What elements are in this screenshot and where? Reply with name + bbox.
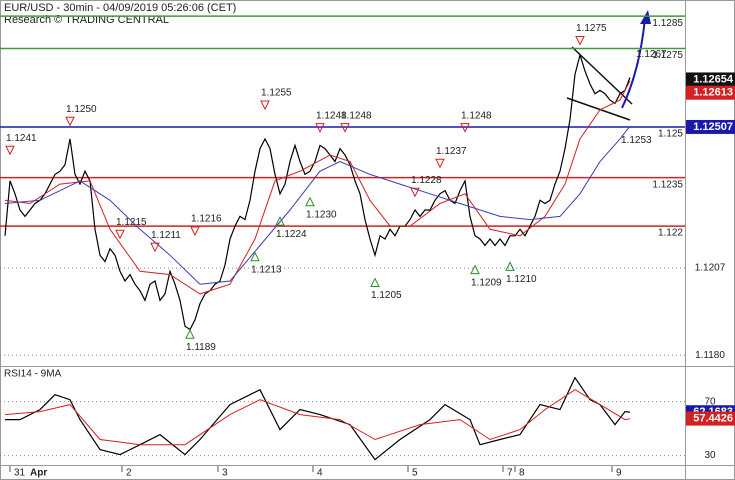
x-tick-label: 4 [317,468,323,479]
pivot-label: 1.1253 [621,135,652,146]
pivot-marker [460,123,470,133]
pivot-marker [150,242,160,253]
value-box [686,119,735,134]
pivot-label: 1.1275 [576,23,607,34]
level-label: 1.1235 [652,179,683,190]
pivot-label: 1.1267 [636,49,667,60]
x-tick-label: 7 [507,468,513,479]
channel-line [571,46,633,105]
value-box-label: 1.12654 [693,73,734,85]
series-line [4,389,631,446]
x-tick-label: 9 [616,468,622,479]
pivot-marker [190,226,200,237]
pivot-marker [5,145,15,156]
pivot-marker [185,329,195,339]
pivot-marker [65,116,75,127]
pivot-marker [260,100,270,111]
pivot-label: 1.1250 [66,104,97,115]
chart-subtitle: Research © TRADING CENTRAL [4,14,169,26]
pivot-marker [115,229,125,240]
channel-line [566,97,631,121]
pivot-label: 1.1248 [341,110,372,121]
pivot-marker [340,123,350,133]
level-label: 1.122 [658,228,683,239]
pivot-label: 1.1255 [261,88,292,99]
level-label: 1.1285 [652,18,683,29]
arrow-head [640,10,651,24]
x-tick-label: 5 [412,468,418,479]
y-tick-label: 30 [704,450,716,461]
pivot-label: 1.1215 [116,217,147,228]
indicator-title: RSI14 - 9MA [4,369,62,380]
value-box-label: 1.12507 [693,121,733,133]
pivot-label: 1.1205 [371,290,402,301]
pivot-label: 1.1248 [316,110,347,121]
pivot-label: 1.1241 [6,133,37,144]
x-month-label: Apr [30,468,47,479]
series-line [4,125,631,285]
pivot-marker [575,35,585,46]
x-tick-label: 2 [126,468,132,479]
y-tick-label: 1.1207 [695,263,726,274]
pivot-marker [315,123,325,133]
x-tick-label: 31 [14,468,26,479]
x-tick-label: 3 [222,468,228,479]
pivot-marker [505,261,515,271]
level-label: 1.1275 [652,50,683,61]
series-line [4,80,631,295]
pivot-label: 1.1189 [186,342,216,353]
level-label: 1.125 [658,129,683,140]
chart-title: EUR/USD - 30min - 04/09/2019 05:26:06 (C… [4,2,236,14]
y-tick-label: 1.1180 [695,350,725,361]
pivot-label: 1.1228 [411,175,442,186]
x-tick-label: 8 [519,468,525,479]
pivot-marker [275,216,285,226]
pivot-marker [410,187,420,198]
pivot-marker [435,158,445,169]
pivot-label: 1.1237 [436,146,467,157]
pivot-label: 1.1248 [461,110,492,121]
series-line [5,376,631,461]
value-box [686,72,735,87]
value-box [686,85,735,100]
value-box [686,411,735,426]
y-tick-label: 70 [704,396,716,407]
pivot-label: 1.1213 [251,264,282,275]
series-line [4,52,631,331]
pivot-marker [250,251,260,262]
pivot-label: 1.1224 [276,229,307,240]
pivot-label: 1.1211 [151,230,181,241]
pivot-marker [305,196,315,207]
value-box-label: 1.12613 [693,87,733,99]
pivot-label: 1.1209 [471,277,502,288]
pivot-label: 1.1210 [506,274,537,285]
value-box-label: 57.4426 [693,413,733,425]
pivot-label: 1.1230 [306,209,337,220]
pivot-marker [370,277,380,288]
forecast-arrow [621,17,646,109]
pivot-label: 1.1216 [191,214,222,225]
pivot-marker [470,264,480,275]
